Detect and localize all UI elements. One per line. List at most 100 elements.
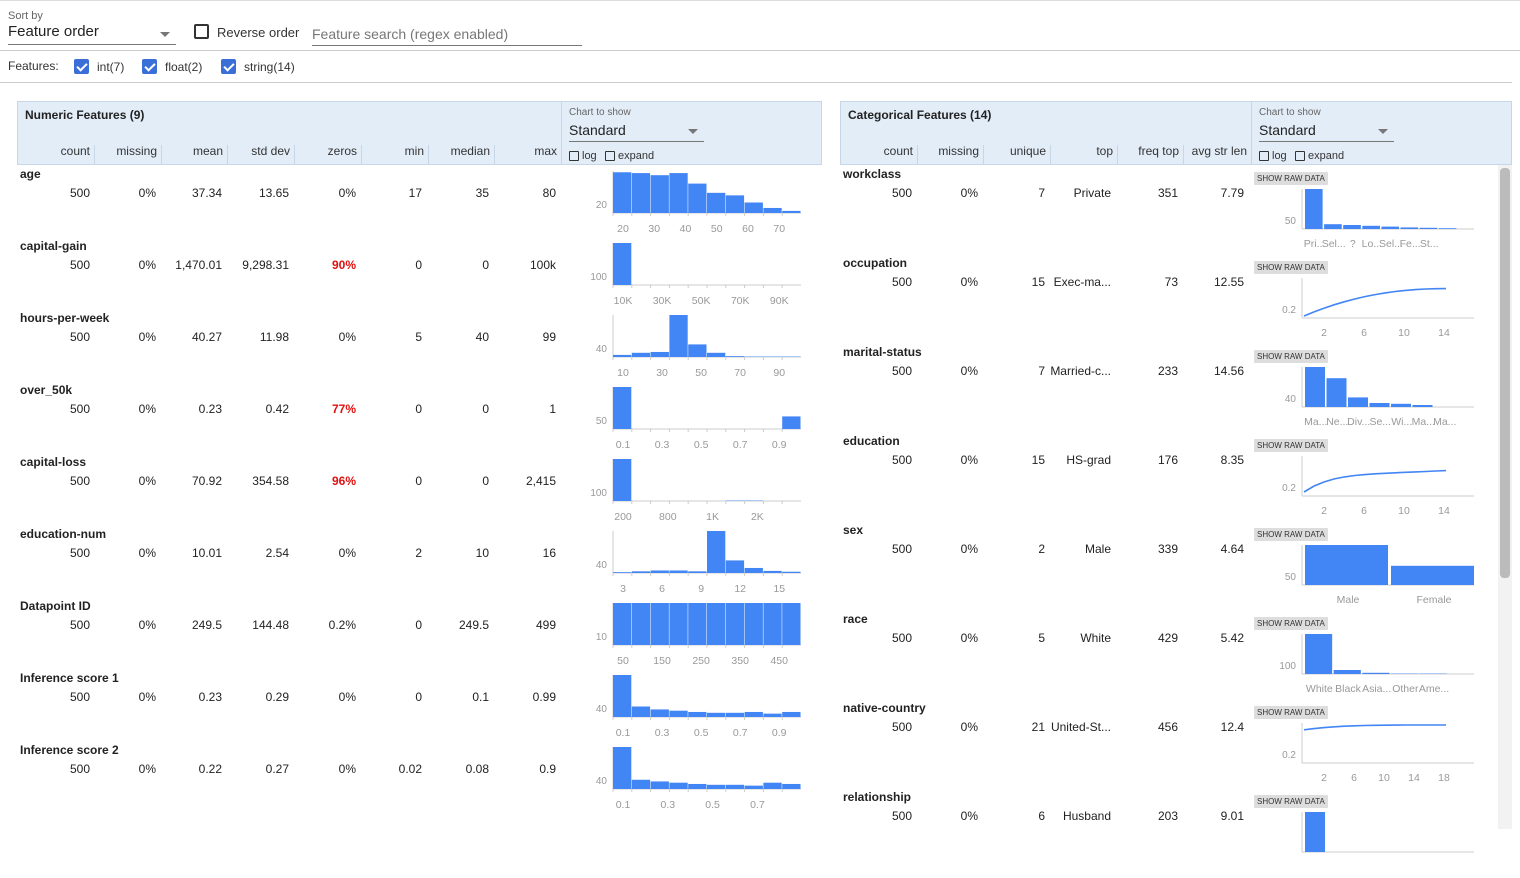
column-header-count[interactable]: count (18, 145, 94, 165)
histogram-bar (1305, 634, 1332, 674)
column-header-max[interactable]: max (494, 145, 561, 165)
feature-name: capital-loss (20, 455, 86, 469)
x-tick-label: 10 (1398, 505, 1410, 517)
x-tick-label: 150 (653, 655, 671, 667)
column-header-unique[interactable]: unique (983, 145, 1050, 165)
cdf-line (1304, 725, 1446, 730)
x-tick-label: Wi... (1391, 416, 1412, 428)
column-header-min[interactable]: min (361, 145, 428, 165)
string-checkbox[interactable] (221, 59, 236, 74)
log-checkbox[interactable] (1259, 151, 1269, 161)
feature-search-input[interactable] (312, 23, 582, 46)
x-tick-label: 2 (1321, 505, 1327, 517)
show-raw-data-button[interactable]: SHOW RAW DATA (1254, 617, 1328, 630)
reverse-order-checkbox[interactable] (194, 24, 209, 39)
column-header-freq-top[interactable]: freq top (1117, 145, 1183, 165)
reverse-order-label: Reverse order (217, 25, 299, 40)
x-tick-label: 90 (773, 367, 785, 379)
y-tick-label: 100 (590, 488, 607, 499)
histogram-bar (782, 416, 800, 429)
sort-label: Sort by (8, 10, 43, 22)
x-tick-label: 10 (1378, 772, 1390, 784)
float-label: float(2) (165, 60, 202, 74)
histogram-bar (763, 783, 781, 789)
int-checkbox[interactable] (74, 59, 89, 74)
log-label: log (582, 150, 597, 162)
x-tick-label: Se... (1369, 416, 1391, 428)
histogram-bar (688, 712, 706, 717)
histogram-bar (632, 707, 650, 718)
column-header-missing[interactable]: missing (94, 145, 161, 165)
histogram-bar (726, 560, 744, 573)
feature-name: race (843, 612, 868, 626)
x-tick-label: 450 (770, 655, 788, 667)
histogram-bar (782, 784, 800, 789)
feature-name: sex (843, 523, 863, 537)
histogram-chart: 50Pri...Sel...?Lo...Sel...Fe...St... (1252, 186, 1487, 254)
column-header-count[interactable]: count (841, 145, 917, 165)
x-tick-label: 0.3 (655, 439, 670, 451)
y-tick-label: 20 (596, 200, 608, 211)
show-raw-data-button[interactable]: SHOW RAW DATA (1254, 795, 1328, 808)
column-header-median[interactable]: median (428, 145, 494, 165)
histogram-bar (632, 780, 650, 789)
histogram-bar (763, 714, 781, 717)
chart-type-select[interactable]: Standard (569, 122, 704, 142)
histogram-bar (707, 713, 725, 717)
column-header-missing[interactable]: missing (917, 145, 983, 165)
chart-type-select[interactable]: Standard (1259, 122, 1394, 142)
show-raw-data-button[interactable]: SHOW RAW DATA (1254, 350, 1328, 363)
column-header-mean[interactable]: mean (161, 145, 227, 165)
string-label: string(14) (244, 60, 295, 74)
cdf-line (1304, 289, 1446, 316)
x-tick-label: 50 (695, 367, 707, 379)
cell-max: 1 (476, 402, 556, 416)
histogram-bar (745, 568, 763, 573)
cell-avg-str-len: 9.01 (1144, 809, 1244, 823)
x-tick-label: Female (1416, 594, 1451, 606)
show-raw-data-button[interactable]: SHOW RAW DATA (1254, 706, 1328, 719)
show-raw-data-button[interactable]: SHOW RAW DATA (1254, 172, 1328, 185)
expand-label: expand (618, 150, 654, 162)
chevron-down-icon (1378, 129, 1388, 134)
x-tick-label: 0.7 (750, 799, 765, 811)
feature-name: marital-status (843, 345, 922, 359)
y-tick-label: 10 (596, 632, 608, 643)
histogram-bar (1305, 189, 1323, 229)
histogram-bar (1381, 227, 1399, 229)
x-tick-label: Ame... (1419, 683, 1449, 695)
x-tick-label: 0.7 (733, 727, 748, 739)
expand-checkbox[interactable] (605, 151, 615, 161)
x-tick-label: 20 (617, 223, 629, 235)
column-header-top[interactable]: top (1050, 145, 1117, 165)
histogram-bar (669, 603, 687, 645)
x-tick-label: 90K (770, 295, 789, 307)
x-tick-label: Ne... (1326, 416, 1348, 428)
log-label: log (1272, 150, 1287, 162)
scrollbar-thumb[interactable] (1500, 168, 1510, 578)
sort-select[interactable]: Feature order (8, 23, 176, 45)
float-checkbox[interactable] (142, 59, 157, 74)
x-tick-label: 50K (692, 295, 711, 307)
log-checkbox[interactable] (569, 151, 579, 161)
histogram-bar (613, 675, 631, 717)
column-header-avg-str-len[interactable]: avg str len (1183, 145, 1251, 165)
x-tick-label: 0.3 (660, 799, 675, 811)
histogram-bar (632, 173, 650, 213)
column-header-zeros[interactable]: zeros (294, 145, 361, 165)
show-raw-data-button[interactable]: SHOW RAW DATA (1254, 439, 1328, 452)
show-raw-data-button[interactable]: SHOW RAW DATA (1254, 528, 1328, 541)
chevron-down-icon (688, 129, 698, 134)
column-header-std-dev[interactable]: std dev (227, 145, 294, 165)
histogram-bar (632, 353, 650, 357)
expand-checkbox[interactable] (1295, 151, 1305, 161)
show-raw-data-button[interactable]: SHOW RAW DATA (1254, 261, 1328, 274)
